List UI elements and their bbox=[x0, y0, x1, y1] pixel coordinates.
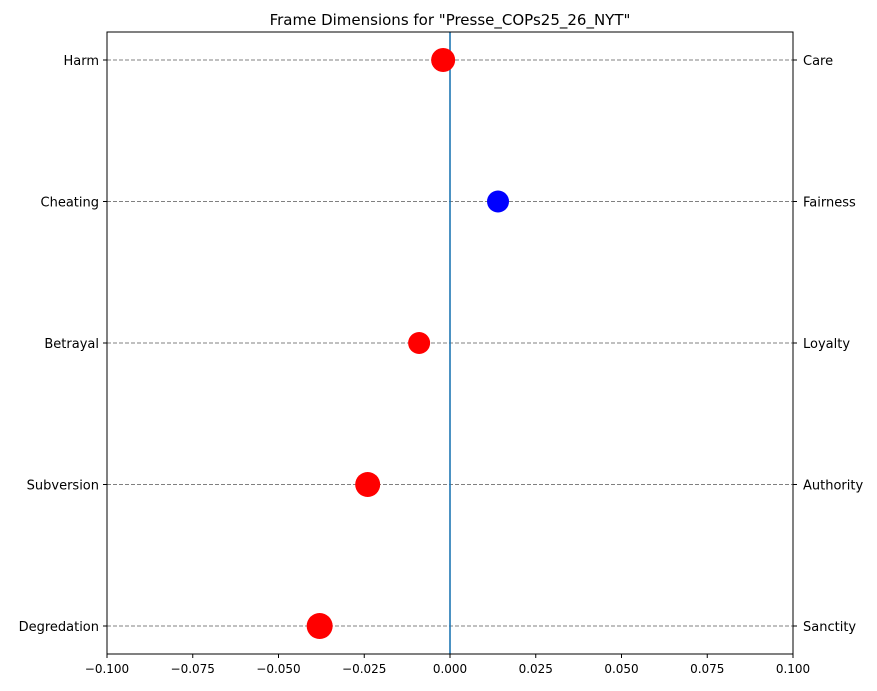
data-point bbox=[306, 613, 333, 639]
left-tick-label: Degredation bbox=[19, 620, 99, 635]
x-tick-label: 0.100 bbox=[776, 662, 810, 676]
chart-title: Frame Dimensions for "Presse_COPs25_26_N… bbox=[270, 11, 631, 30]
data-point bbox=[431, 48, 456, 72]
left-axis-labels: Harm Cheating Betrayal Subversion Degredatio… bbox=[19, 54, 107, 635]
right-tick-label: Authority bbox=[803, 479, 863, 494]
data-point bbox=[487, 190, 510, 213]
data-point bbox=[408, 332, 431, 354]
x-axis: −0.100 −0.075 −0.050 −0.025 0.000 0.025 0.050 0… bbox=[85, 654, 810, 676]
left-tick-label: Subversion bbox=[27, 479, 99, 494]
left-tick-label: Betrayal bbox=[44, 337, 99, 352]
left-tick-label: Harm bbox=[63, 54, 99, 69]
right-tick-label: Loyalty bbox=[803, 337, 850, 352]
right-tick-label: Sanctity bbox=[803, 620, 856, 635]
x-tick-label: 0.050 bbox=[604, 662, 638, 676]
x-tick-label: 0.000 bbox=[433, 662, 467, 676]
data-point bbox=[355, 472, 381, 497]
x-tick-label: −0.025 bbox=[342, 662, 386, 676]
right-axis-labels: Care Fairness Loyalty Authority Sanctity bbox=[793, 54, 863, 635]
left-tick-label: Cheating bbox=[41, 196, 99, 211]
x-tick-label: −0.050 bbox=[256, 662, 300, 676]
right-tick-label: Fairness bbox=[803, 196, 856, 211]
x-tick-label: −0.100 bbox=[85, 662, 129, 676]
right-tick-label: Care bbox=[803, 54, 833, 69]
x-tick-label: 0.075 bbox=[690, 662, 724, 676]
x-tick-label: 0.025 bbox=[519, 662, 553, 676]
data-points bbox=[306, 48, 510, 639]
x-tick-label: −0.075 bbox=[171, 662, 215, 676]
